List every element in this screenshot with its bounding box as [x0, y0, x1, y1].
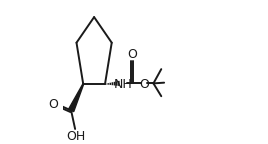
- Text: O: O: [49, 97, 58, 111]
- Text: OH: OH: [66, 130, 85, 143]
- Text: O: O: [140, 78, 149, 91]
- Text: NH: NH: [114, 78, 133, 91]
- Polygon shape: [69, 84, 84, 112]
- Text: O: O: [127, 48, 137, 61]
